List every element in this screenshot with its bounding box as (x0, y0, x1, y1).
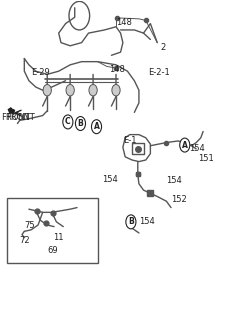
Text: E-2-1: E-2-1 (147, 68, 169, 77)
Circle shape (179, 138, 189, 152)
Text: 69: 69 (47, 246, 58, 255)
Text: 154: 154 (102, 174, 118, 184)
Text: E-29: E-29 (31, 68, 50, 77)
Text: 154: 154 (166, 176, 181, 185)
Text: FRONT: FRONT (6, 113, 35, 122)
Text: B: B (128, 217, 133, 226)
Text: 154: 154 (188, 144, 204, 153)
Text: 148: 148 (109, 65, 125, 74)
Circle shape (75, 116, 85, 131)
Circle shape (66, 84, 74, 96)
Text: E-1: E-1 (122, 136, 136, 146)
Text: 148: 148 (116, 18, 131, 27)
Text: A: A (93, 122, 99, 131)
Circle shape (88, 84, 97, 96)
Text: 75: 75 (24, 220, 35, 229)
Text: A: A (181, 140, 187, 149)
Text: FRONT: FRONT (1, 113, 30, 122)
Text: C: C (65, 117, 70, 126)
Text: 151: 151 (198, 154, 213, 163)
Text: 72: 72 (20, 236, 30, 245)
Circle shape (91, 120, 101, 134)
Bar (7, 198, 97, 263)
Circle shape (125, 215, 135, 229)
Text: 2: 2 (160, 43, 165, 52)
Text: 152: 152 (170, 195, 186, 204)
FancyArrow shape (8, 108, 14, 114)
Text: 154: 154 (138, 217, 154, 226)
Text: 11: 11 (53, 233, 63, 242)
Circle shape (63, 115, 73, 129)
Circle shape (111, 84, 120, 96)
Text: B: B (77, 119, 83, 128)
Circle shape (43, 84, 51, 96)
